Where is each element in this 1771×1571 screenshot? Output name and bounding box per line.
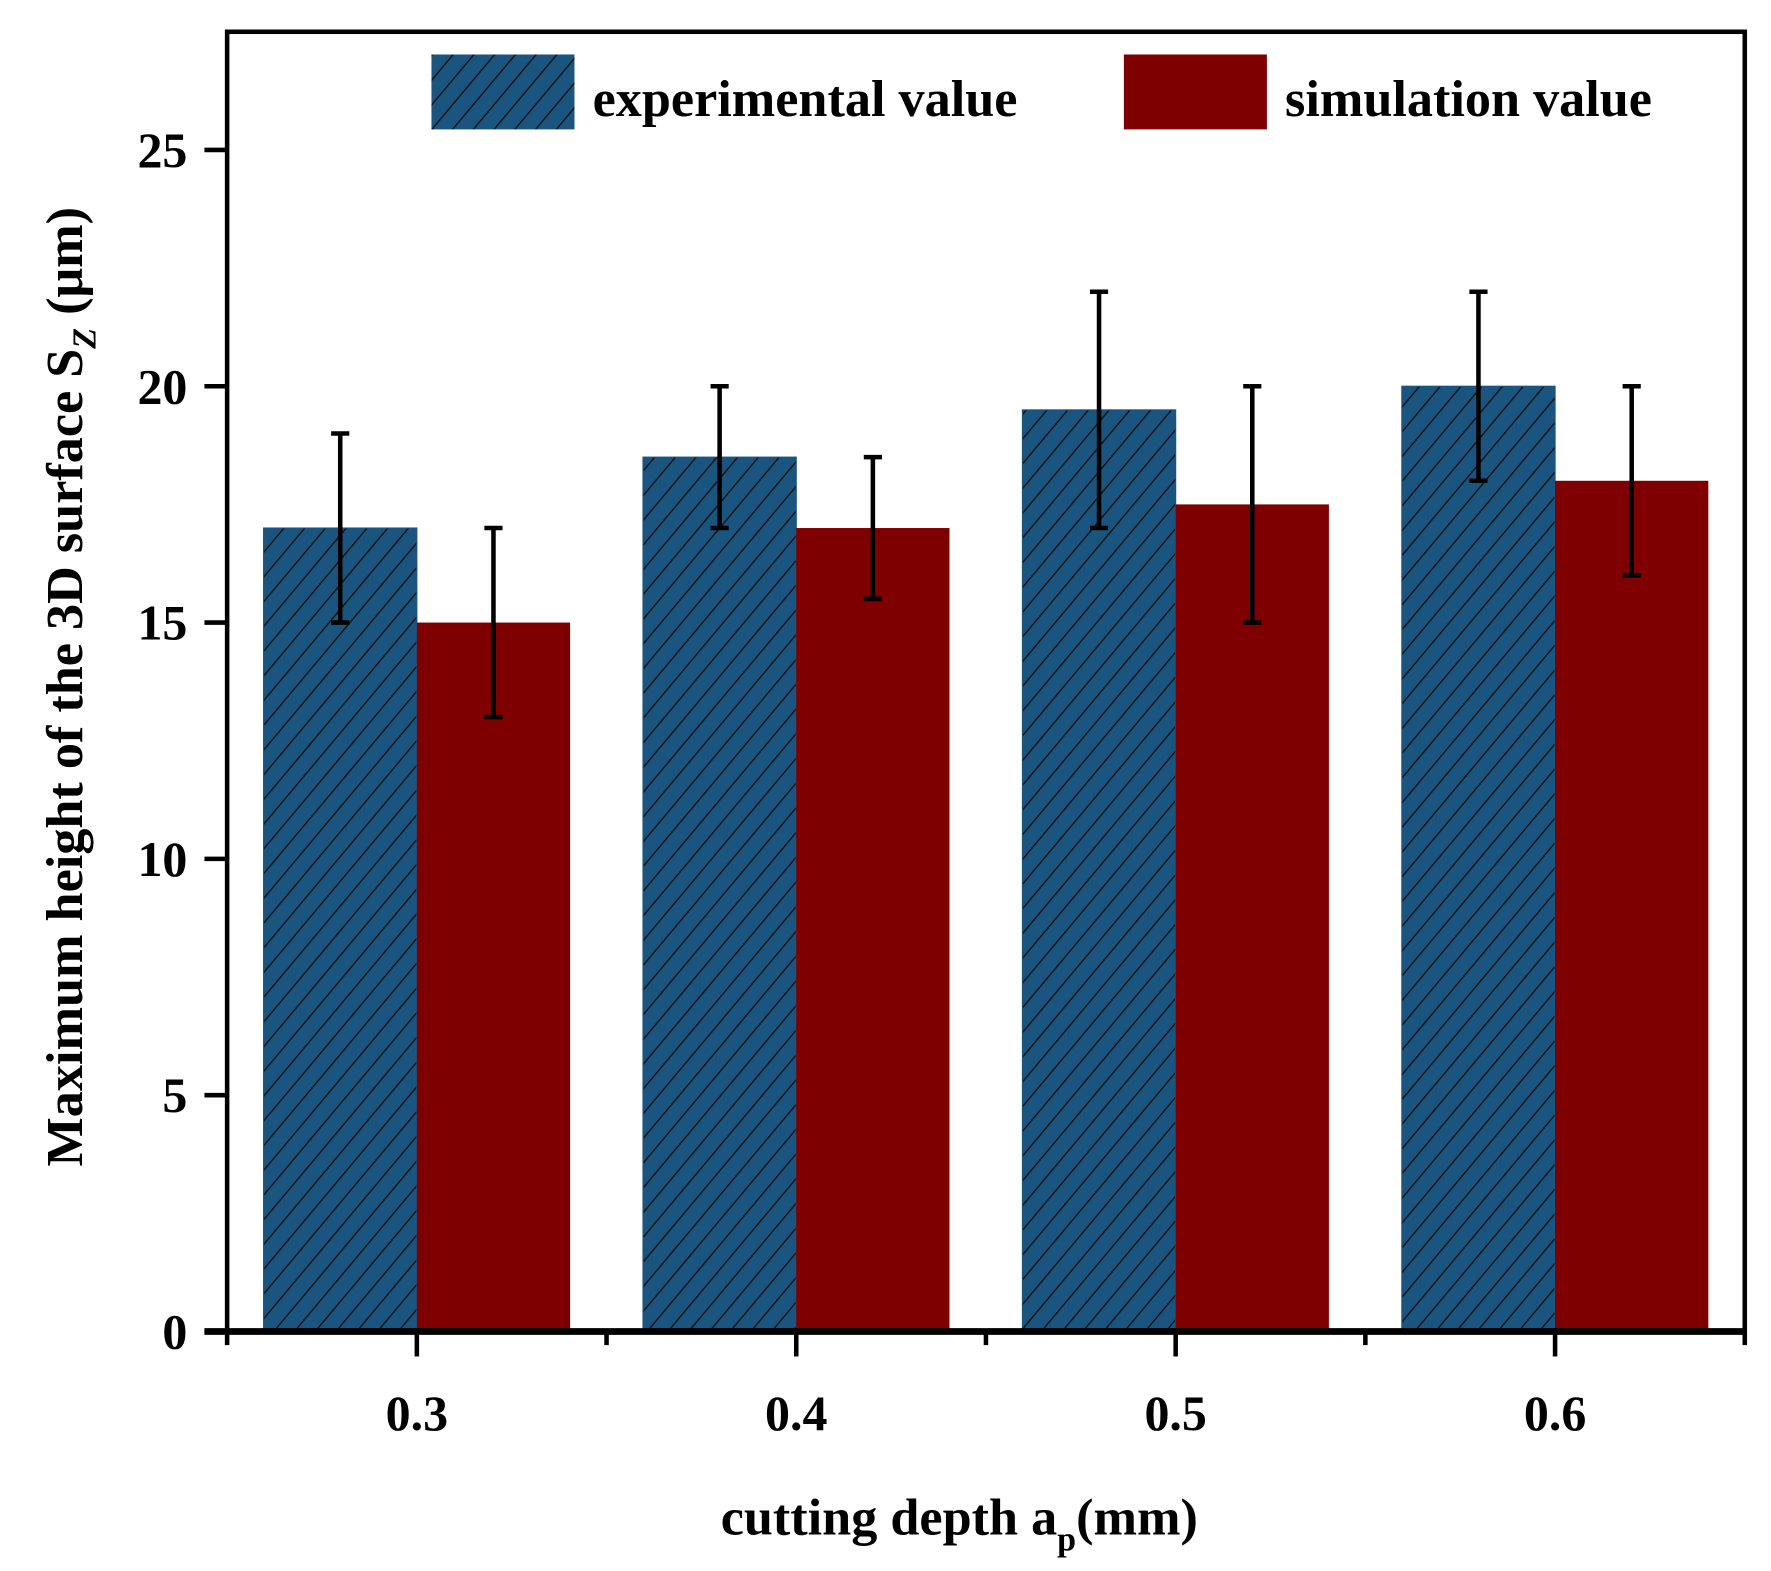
legend-swatch-simulation <box>1123 54 1267 130</box>
bar-simulation <box>1555 480 1709 1332</box>
x-tick-label: 0.3 <box>386 1385 448 1441</box>
legend-label: simulation value <box>1285 70 1652 128</box>
y-tick-label: 15 <box>137 595 187 651</box>
bar-simulation <box>796 528 950 1332</box>
x-tick-label: 0.6 <box>1524 1385 1586 1441</box>
y-tick-label: 25 <box>137 122 187 178</box>
y-tick-label: 0 <box>162 1304 187 1360</box>
bar-simulation <box>416 622 571 1332</box>
bar-experimental <box>642 456 797 1333</box>
y-tick-label: 5 <box>162 1067 187 1123</box>
bar-experimental <box>263 527 418 1333</box>
y-tick-label: 10 <box>137 831 187 887</box>
y-axis-label: Maximum height of the 3D surface SZ (μm) <box>36 207 104 1166</box>
x-axis-label: cutting depth ap(mm) <box>721 1489 1198 1559</box>
bar-experimental <box>1401 385 1556 1333</box>
bar-simulation <box>1175 504 1329 1332</box>
x-tick-label: 0.4 <box>765 1385 827 1441</box>
x-tick-label: 0.5 <box>1144 1385 1206 1441</box>
legend-label: experimental value <box>593 70 1018 128</box>
bar-experimental <box>1021 409 1177 1333</box>
y-tick-label: 20 <box>137 358 187 414</box>
legend-swatch-experimental <box>431 54 575 130</box>
